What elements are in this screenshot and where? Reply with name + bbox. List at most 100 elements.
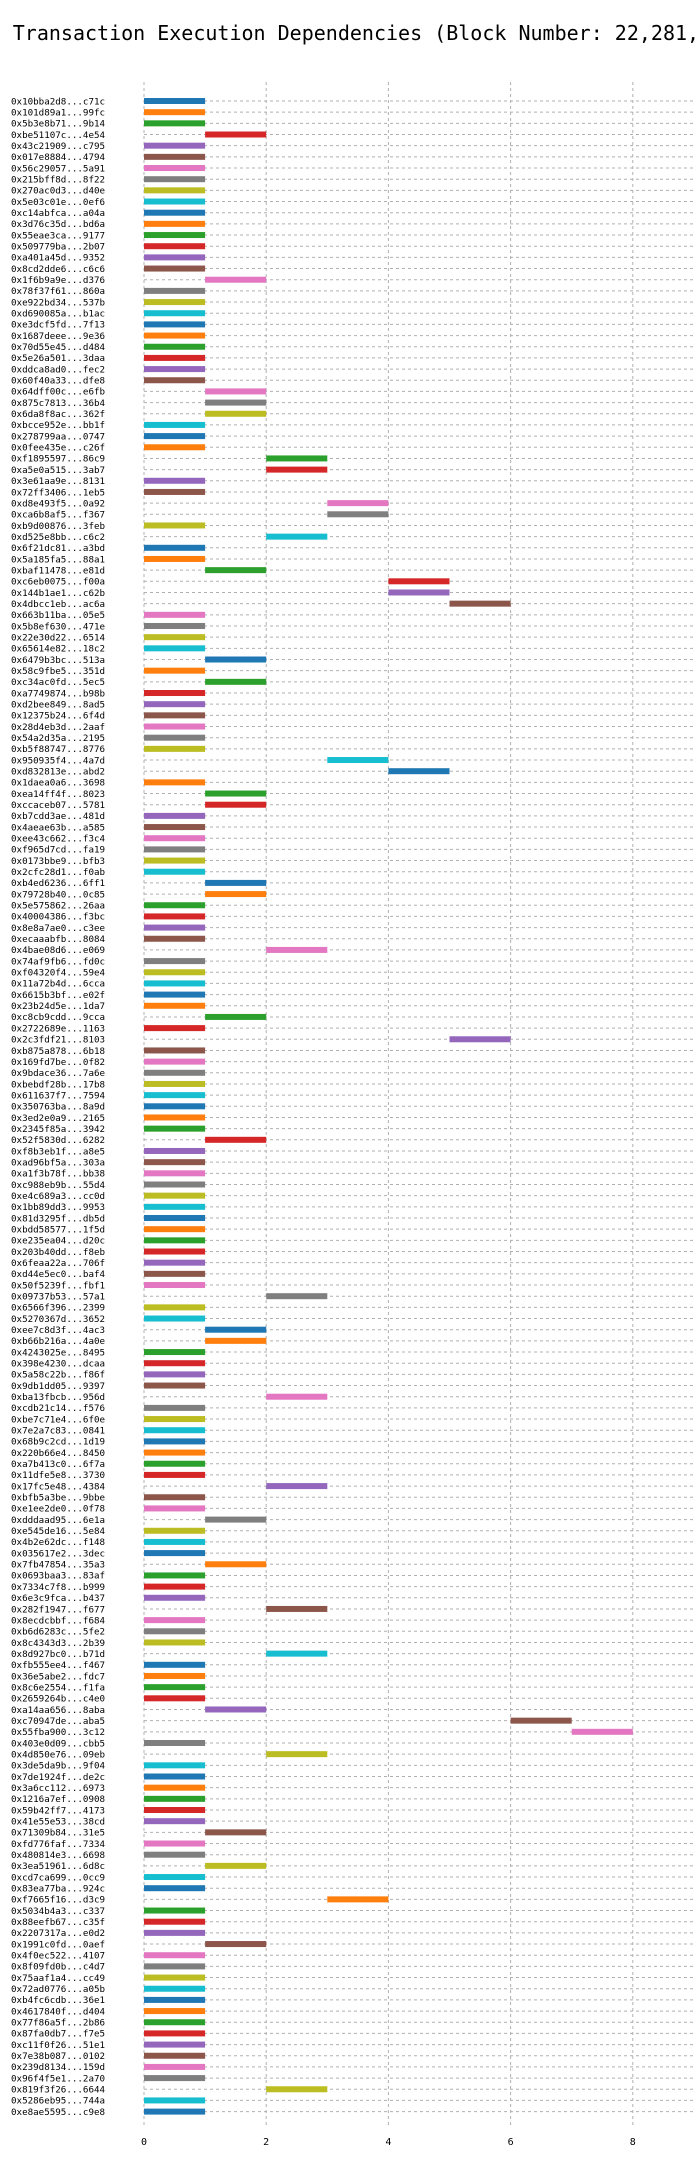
transaction-label: 0x5034b4a3...c337 xyxy=(11,1906,105,1917)
transaction-label: 0x7de1924f...de2c xyxy=(11,1772,105,1783)
transaction-bar xyxy=(144,1282,206,1289)
chart-title: Transaction Execution Dependencies (Bloc… xyxy=(13,21,700,45)
transaction-bar xyxy=(144,846,206,853)
transaction-bar xyxy=(327,757,389,764)
transaction-bar xyxy=(144,555,206,562)
transaction-bar xyxy=(144,969,206,976)
transaction-bar xyxy=(144,1784,206,1791)
transaction-bar xyxy=(205,1136,267,1143)
transaction-bar xyxy=(144,1203,206,1210)
transaction-bar xyxy=(144,1639,206,1646)
transaction-bar xyxy=(144,812,206,819)
transaction-bar xyxy=(144,198,206,205)
transaction-bar xyxy=(144,1080,206,1087)
transaction-label: 0x278799aa...0747 xyxy=(11,431,105,442)
transaction-bar xyxy=(144,734,206,741)
x-tick-label: 6 xyxy=(508,2137,514,2148)
transaction-bar xyxy=(144,165,206,172)
transaction-bar xyxy=(144,2108,206,2115)
transaction-bar xyxy=(144,980,206,987)
transaction-label: 0xf8b3eb1f...a8e5 xyxy=(11,1146,105,1157)
transaction-bar xyxy=(327,500,389,507)
transaction-bar xyxy=(205,276,267,283)
transaction-bar xyxy=(144,701,206,708)
transaction-bar xyxy=(205,1326,267,1333)
transaction-bar xyxy=(449,1036,511,1043)
transaction-bar xyxy=(205,1941,267,1948)
transaction-label: 0x5a185fa5...88a1 xyxy=(11,554,105,565)
transaction-bar xyxy=(144,1092,206,1099)
transaction-bar xyxy=(144,1449,206,1456)
transaction-bar xyxy=(205,388,267,395)
transaction-label: 0x5b8ef630...471e xyxy=(11,621,105,632)
transaction-label: 0x83ea77ba...924c xyxy=(11,1884,105,1895)
transaction-label: 0xbcce952e...bb1f xyxy=(11,420,105,431)
transaction-label: 0xf1895597...86c9 xyxy=(11,454,105,465)
transaction-label: 0x72ad0776...a05b xyxy=(11,1984,105,1995)
transaction-bar xyxy=(205,879,267,886)
transaction-bar xyxy=(388,589,450,596)
transaction-bar xyxy=(144,667,206,674)
transaction-bar xyxy=(144,332,206,339)
transaction-label: 0xad96bf5a...303a xyxy=(11,1157,105,1168)
transaction-bar xyxy=(144,1538,206,1545)
transaction-bar xyxy=(144,433,206,440)
transaction-bar xyxy=(144,2063,206,2070)
transaction-bar xyxy=(266,1393,328,1400)
transaction-label: 0x4617840f...d404 xyxy=(11,2006,106,2017)
transaction-bar xyxy=(144,935,206,942)
transaction-label: 0x239d8134...159d xyxy=(11,2062,105,2073)
transaction-bar xyxy=(144,1494,206,1501)
transaction-bar xyxy=(266,455,328,462)
transaction-label: 0x403e0d09...cbb5 xyxy=(11,1738,105,1749)
transaction-bar xyxy=(144,1974,206,1981)
bars xyxy=(144,98,633,2115)
transaction-label: 0x4243025e...8495 xyxy=(11,1347,105,1358)
transaction-label: 0x68b9c2cd...1d19 xyxy=(11,1437,105,1448)
transaction-label: 0x79728b40...0c85 xyxy=(11,889,105,900)
transaction-label: 0xd690085a...b1ac xyxy=(11,309,105,320)
transaction-label: 0x55eae3ca...9177 xyxy=(11,230,105,241)
transaction-bar xyxy=(144,153,206,160)
transaction-label: 0x4aeae63b...a585 xyxy=(11,822,105,833)
transaction-label: 0xbdd58577...1f5d xyxy=(11,1224,105,1235)
transaction-bar xyxy=(205,131,267,138)
transaction-label: 0xc11f0f26...51e1 xyxy=(11,2040,105,2051)
transaction-bar xyxy=(144,1125,206,1132)
transaction-label: 0xba13fbcb...956d xyxy=(11,1392,105,1403)
transaction-bar xyxy=(205,410,267,417)
transaction-label: 0xe922bd34...537b xyxy=(11,297,105,308)
transaction-bar xyxy=(144,645,206,652)
transaction-bar xyxy=(144,1929,206,1936)
transaction-bar xyxy=(144,377,206,384)
transaction-label: 0xd2bee849...8ad5 xyxy=(11,699,105,710)
transaction-bar xyxy=(144,1259,206,1266)
transaction-bar xyxy=(205,1829,267,1836)
transaction-label: 0x4d850e76...09eb xyxy=(11,1749,105,1760)
transaction-label: 0x4dbcc1eb...ac6a xyxy=(11,599,105,610)
transaction-bar xyxy=(144,622,206,629)
transaction-label: 0x11a72b4d...6cca xyxy=(11,979,105,990)
transaction-label: 0x8cd2dde6...c6c6 xyxy=(11,264,105,275)
transaction-label: 0x23b24d5e...1da7 xyxy=(11,1001,105,1012)
transaction-label: 0x55fba900...3c12 xyxy=(11,1727,105,1738)
transaction-label: 0xd8e493f5...0a92 xyxy=(11,498,105,509)
transaction-bar xyxy=(144,310,206,317)
transaction-bar xyxy=(144,187,206,194)
transaction-label: 0xbe51107c...4e54 xyxy=(11,130,106,141)
transaction-label: 0x65614e82...18c2 xyxy=(11,644,105,655)
transaction-label: 0x70d55e45...d484 xyxy=(11,342,106,353)
transaction-bar xyxy=(144,1885,206,1892)
transaction-bar xyxy=(144,1427,206,1434)
transaction-bar xyxy=(144,779,206,786)
transaction-label: 0x87fa0db7...f7e5 xyxy=(11,2029,105,2040)
transaction-label: 0x8ecdcbbf...f684 xyxy=(11,1615,106,1626)
transaction-label: 0x1f6b9a9e...d376 xyxy=(11,275,105,286)
transaction-bar xyxy=(144,690,206,697)
transaction-label: 0x819f3f26...6644 xyxy=(11,2085,106,2096)
transaction-bar xyxy=(144,1382,206,1389)
transaction-bar xyxy=(144,488,206,495)
transaction-label: 0xa7b413c0...6f7a xyxy=(11,1459,105,1470)
transaction-bar xyxy=(327,511,389,518)
transaction-label: 0x1991c0fd...0aef xyxy=(11,1939,105,1950)
